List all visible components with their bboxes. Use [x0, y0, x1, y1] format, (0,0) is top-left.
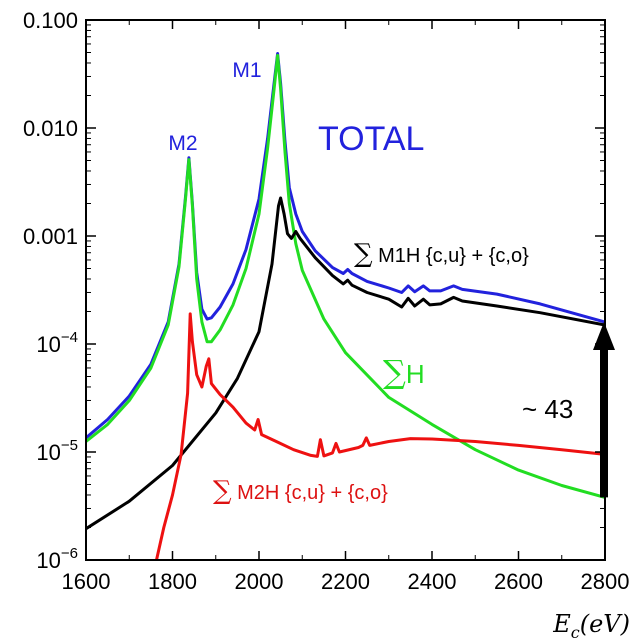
x-axis-label-sub: c — [571, 623, 580, 642]
y-tick-label: 0.010 — [23, 116, 78, 141]
series-layer — [86, 52, 605, 560]
axis-ticks — [85, 19, 606, 561]
annotation-text: ~ 43 — [522, 394, 573, 424]
y-tick-base: 10 — [36, 332, 60, 357]
x-tick-label: 2400 — [408, 569, 457, 594]
annotation-text: M1 — [232, 59, 261, 82]
y-tick-label: 0.001 — [23, 224, 78, 249]
y-tick-label: 10−5 — [36, 437, 78, 465]
annotation-text: H — [406, 359, 425, 389]
annotation-total: TOTAL — [318, 120, 424, 158]
x-axis-label: Ec(eV) — [552, 610, 630, 642]
x-axis-label-unit: (eV) — [580, 610, 630, 638]
sum-symbol: ∑ — [383, 353, 406, 391]
series-line-sum-m2h — [155, 312, 605, 560]
annotation-m1: M1 — [232, 59, 261, 82]
x-tick-label: 1600 — [62, 569, 111, 594]
y-tick-base: 0.001 — [23, 224, 78, 249]
annotation-text: M1H {c,u} + {c,o} — [373, 245, 530, 267]
series-line-sum-h — [86, 53, 605, 499]
y-tick-label: 0.100 — [23, 8, 78, 33]
annotation-text: TOTAL — [318, 120, 424, 158]
x-tick-label: 2600 — [494, 569, 543, 594]
ratio-arrow-head — [593, 321, 615, 350]
y-tick-base: 10 — [36, 440, 60, 465]
y-tick-label: 10−6 — [36, 545, 78, 573]
x-axis-label-main: E — [552, 610, 571, 638]
x-tick-label: 1800 — [148, 569, 197, 594]
series-line-sum-m1h — [86, 196, 605, 530]
annotation-m2h: ∑ M2H {c,u} + {c,o} — [213, 476, 388, 506]
x-tick-label: 2200 — [321, 569, 370, 594]
annotation-m1h: ∑ M1H {c,u} + {c,o} — [354, 239, 529, 269]
y-tick-base: 0.100 — [23, 8, 78, 33]
y-tick-label: 10−4 — [36, 329, 78, 357]
y-tick-base: 10 — [36, 548, 60, 573]
y-tick-base: 0.010 — [23, 116, 78, 141]
plot-frame — [85, 19, 606, 561]
annotation-m2: M2 — [168, 132, 197, 155]
y-tick-exponent: −4 — [61, 329, 78, 346]
x-tick-label: 2800 — [581, 569, 630, 594]
x-tick-label: 2000 — [235, 569, 284, 594]
annotation-h: ∑H — [383, 353, 425, 391]
y-tick-exponent: −5 — [61, 437, 78, 454]
axis-labels: 1600 1800 2000 2200 2400 2600 2800 0.100 0.010 0.… — [23, 8, 630, 642]
sum-symbol: ∑ — [213, 476, 232, 506]
y-tick-exponent: −6 — [61, 545, 78, 562]
sum-symbol: ∑ — [354, 239, 373, 269]
annotation-ratio: ~ 43 — [522, 394, 573, 424]
annotation-text: M2 — [168, 132, 197, 155]
annotation-text: M2H {c,u} + {c,o} — [232, 482, 389, 504]
